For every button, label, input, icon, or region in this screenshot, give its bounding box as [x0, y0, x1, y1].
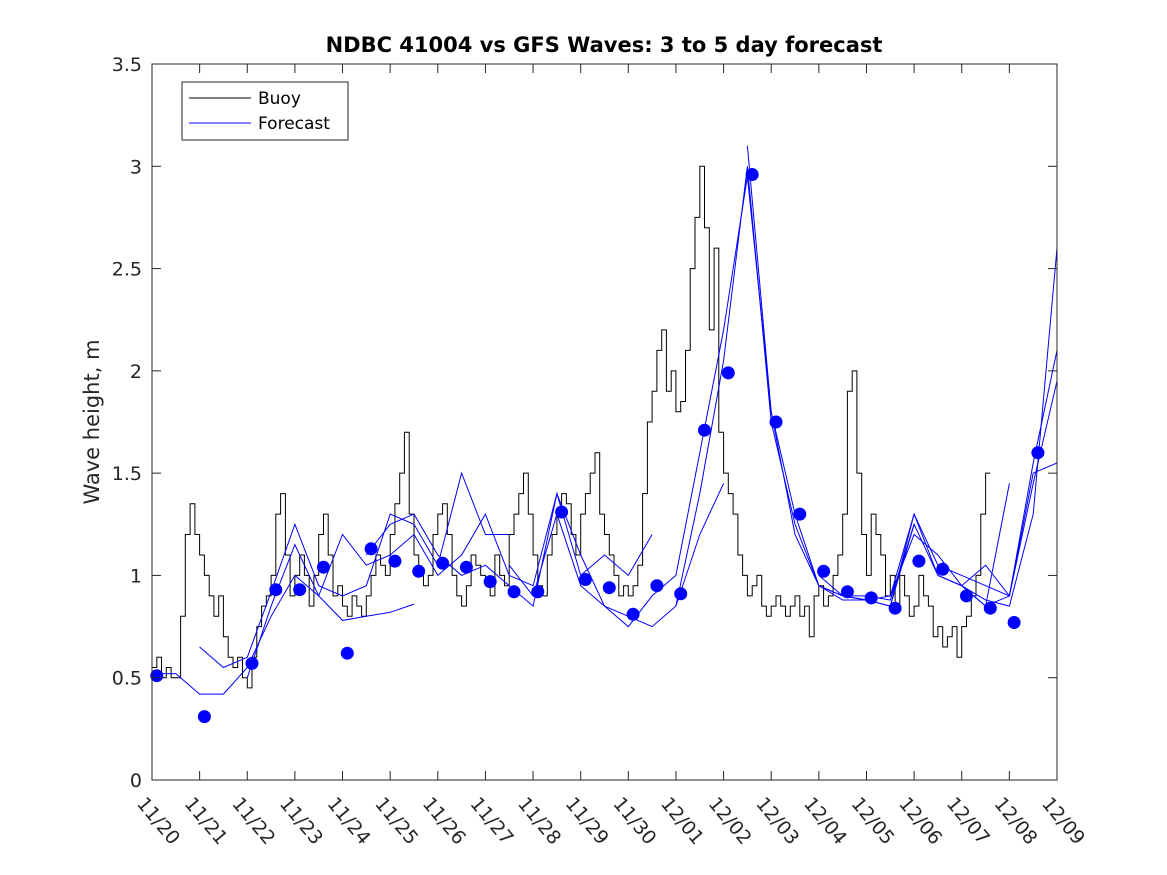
forecast-marker [745, 168, 759, 181]
y-axis-label: Wave height, m [80, 339, 104, 504]
forecast-series-line-10 [937, 380, 1057, 607]
marker-layer [150, 168, 1045, 724]
forecast-marker [602, 581, 616, 595]
legend-forecast-label: Forecast [258, 114, 330, 134]
forecast-marker [483, 575, 497, 589]
forecast-marker [793, 507, 807, 521]
forecast-marker [150, 669, 164, 683]
y-tick-label: 2.5 [112, 259, 142, 281]
forecast-marker [317, 560, 330, 574]
forecast-marker [340, 646, 354, 660]
chart-title: NDBC 41004 vs GFS Waves: 3 to 5 day fore… [326, 33, 883, 57]
forecast-marker [840, 585, 854, 599]
forecast-series-line-1 [152, 574, 415, 695]
y-tick-label: 1.5 [112, 463, 142, 485]
forecast-series-line-2 [199, 471, 510, 669]
forecast-marker [960, 589, 973, 603]
forecast-marker [912, 554, 926, 568]
forecast-marker [1007, 616, 1021, 629]
forecast-marker [721, 366, 735, 380]
y-tick-label: 1 [130, 565, 142, 587]
forecast-marker [983, 601, 997, 615]
forecast-marker [364, 542, 378, 556]
forecast-marker [436, 556, 450, 570]
y-tick-label: 3 [130, 156, 142, 178]
forecast-marker [197, 710, 211, 724]
forecast-marker [864, 591, 878, 605]
forecast-marker [412, 564, 426, 578]
forecast-marker [269, 583, 283, 597]
forecast-marker [888, 601, 902, 615]
forecast-marker [555, 505, 569, 519]
forecast-marker [531, 585, 545, 599]
y-tick-label: 0 [130, 770, 142, 792]
forecast-marker [1031, 446, 1045, 460]
forecast-marker [698, 423, 711, 437]
forecast-series-line-7 [746, 145, 1057, 607]
forecast-marker [245, 656, 259, 670]
legend-box [181, 81, 349, 141]
forecast-marker [578, 573, 592, 586]
legend-buoy-label: Buoy [258, 89, 301, 109]
forecast-marker [817, 564, 831, 578]
forecast-series-line-9 [889, 350, 1057, 598]
forecast-marker [507, 585, 521, 599]
forecast-marker [769, 415, 783, 429]
axes-box [151, 63, 1058, 781]
forecast-marker [459, 560, 473, 574]
forecast-marker [936, 562, 950, 576]
forecast-marker [293, 583, 307, 597]
plot-area [152, 64, 1057, 780]
y-tick-label: 3.5 [112, 54, 142, 76]
forecast-marker [626, 607, 640, 621]
y-tick-label: 0.5 [112, 668, 142, 690]
legend: Buoy Forecast [181, 81, 349, 141]
forecast-marker [674, 587, 688, 601]
forecast-marker [650, 579, 664, 593]
y-tick-label: 2 [130, 361, 142, 383]
forecast-marker [388, 554, 402, 568]
y-axis: 0 0.5 1 1.5 2 2.5 3 3.5 [112, 54, 1057, 792]
forecast-series-line-4 [365, 483, 725, 628]
